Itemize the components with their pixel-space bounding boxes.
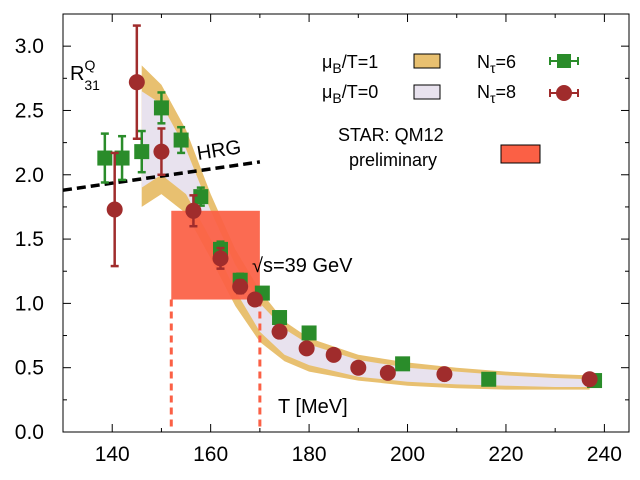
ntau6-point-9 (272, 310, 288, 326)
axis-ticks: 140 160 180 200 220 240 0.0 0.5 1.0 1.5 2.0 2.5 3.0 (15, 14, 629, 466)
legend-marker-ntau8 (549, 85, 579, 101)
y-tick-label-2: 1.0 (15, 292, 44, 315)
band-mu-b-0 (141, 91, 590, 387)
legend-label-mu0: μB/T=0 (322, 82, 378, 106)
x-tick-label-3: 200 (390, 443, 425, 466)
plot-frame (62, 13, 630, 433)
legend-marker-ntau6 (549, 54, 579, 68)
ntau8-point-1 (128, 24, 145, 141)
dashed-markers (169, 299, 262, 432)
y-tick-label-6: 3.0 (15, 35, 44, 58)
ntau8-point-2 (153, 127, 170, 177)
y-tick-label-5: 2.5 (15, 99, 44, 122)
ntau8-point-11 (379, 364, 396, 381)
ntau8-point-12 (436, 366, 453, 383)
ntau8-point-8 (298, 340, 315, 357)
legend-label-ntau6: Nτ=6 (477, 52, 516, 76)
x-tick-label-4: 220 (488, 443, 523, 466)
ntau6-point-4 (173, 125, 189, 155)
legend-swatch-mu0 (413, 84, 441, 100)
ntau8-point-4 (212, 246, 229, 270)
ntau8-point-5 (232, 278, 249, 295)
legend-swatch-mu1 (413, 53, 441, 69)
ntau8-point-0 (106, 151, 123, 268)
legend-label-mu1: μB/T=1 (322, 52, 378, 76)
ntau6-point-3 (153, 91, 169, 125)
x-tick-label-1: 160 (193, 443, 228, 466)
legend-swatch-star (500, 144, 541, 164)
ntau6-point-12 (481, 371, 497, 387)
legend: μB/T=1 μB/T=0 Nτ=6 Nτ=8 STAR: QM12 preli… (322, 52, 579, 170)
hrg-layer (62, 160, 261, 192)
legend-label-ntau8: Nτ=8 (477, 82, 516, 106)
y-axis-label: RQ 31 (70, 57, 100, 93)
ntau6-point-5 (193, 186, 209, 207)
hrg-line (62, 160, 261, 192)
ntau8-point-9 (325, 346, 342, 363)
ntau6-point-1 (114, 134, 130, 182)
ntau8-point-13 (581, 371, 598, 388)
ntau6-point-11 (395, 356, 411, 372)
ntau8-point-3 (185, 194, 202, 228)
y-tick-label-4: 2.0 (15, 164, 44, 187)
ntau6-point-10 (301, 325, 317, 341)
y-tick-label-0: 0.0 (15, 421, 44, 444)
y-tick-label-1: 0.5 (15, 357, 44, 380)
hrg-label: HRG (195, 136, 242, 165)
legend-label-star-2: preliminary (349, 150, 437, 170)
ntau8-point-6 (246, 291, 263, 308)
ntau6-point-0 (97, 132, 113, 184)
x-tick-label-5: 240 (587, 443, 622, 466)
sqrt-s-label: √s=39 GeV (252, 255, 353, 277)
x-tick-label-0: 140 (95, 443, 130, 466)
ntau8-point-10 (350, 359, 367, 376)
ntau6-point-2 (134, 129, 150, 174)
y-tick-label-3: 1.5 (15, 228, 44, 251)
data-points (97, 24, 603, 389)
ntau8-point-7 (271, 323, 288, 340)
legend-label-star-1: STAR: QM12 (338, 125, 444, 145)
x-axis-label: T [MeV] (278, 396, 348, 418)
bands (141, 65, 590, 390)
x-tick-label-2: 180 (292, 443, 327, 466)
